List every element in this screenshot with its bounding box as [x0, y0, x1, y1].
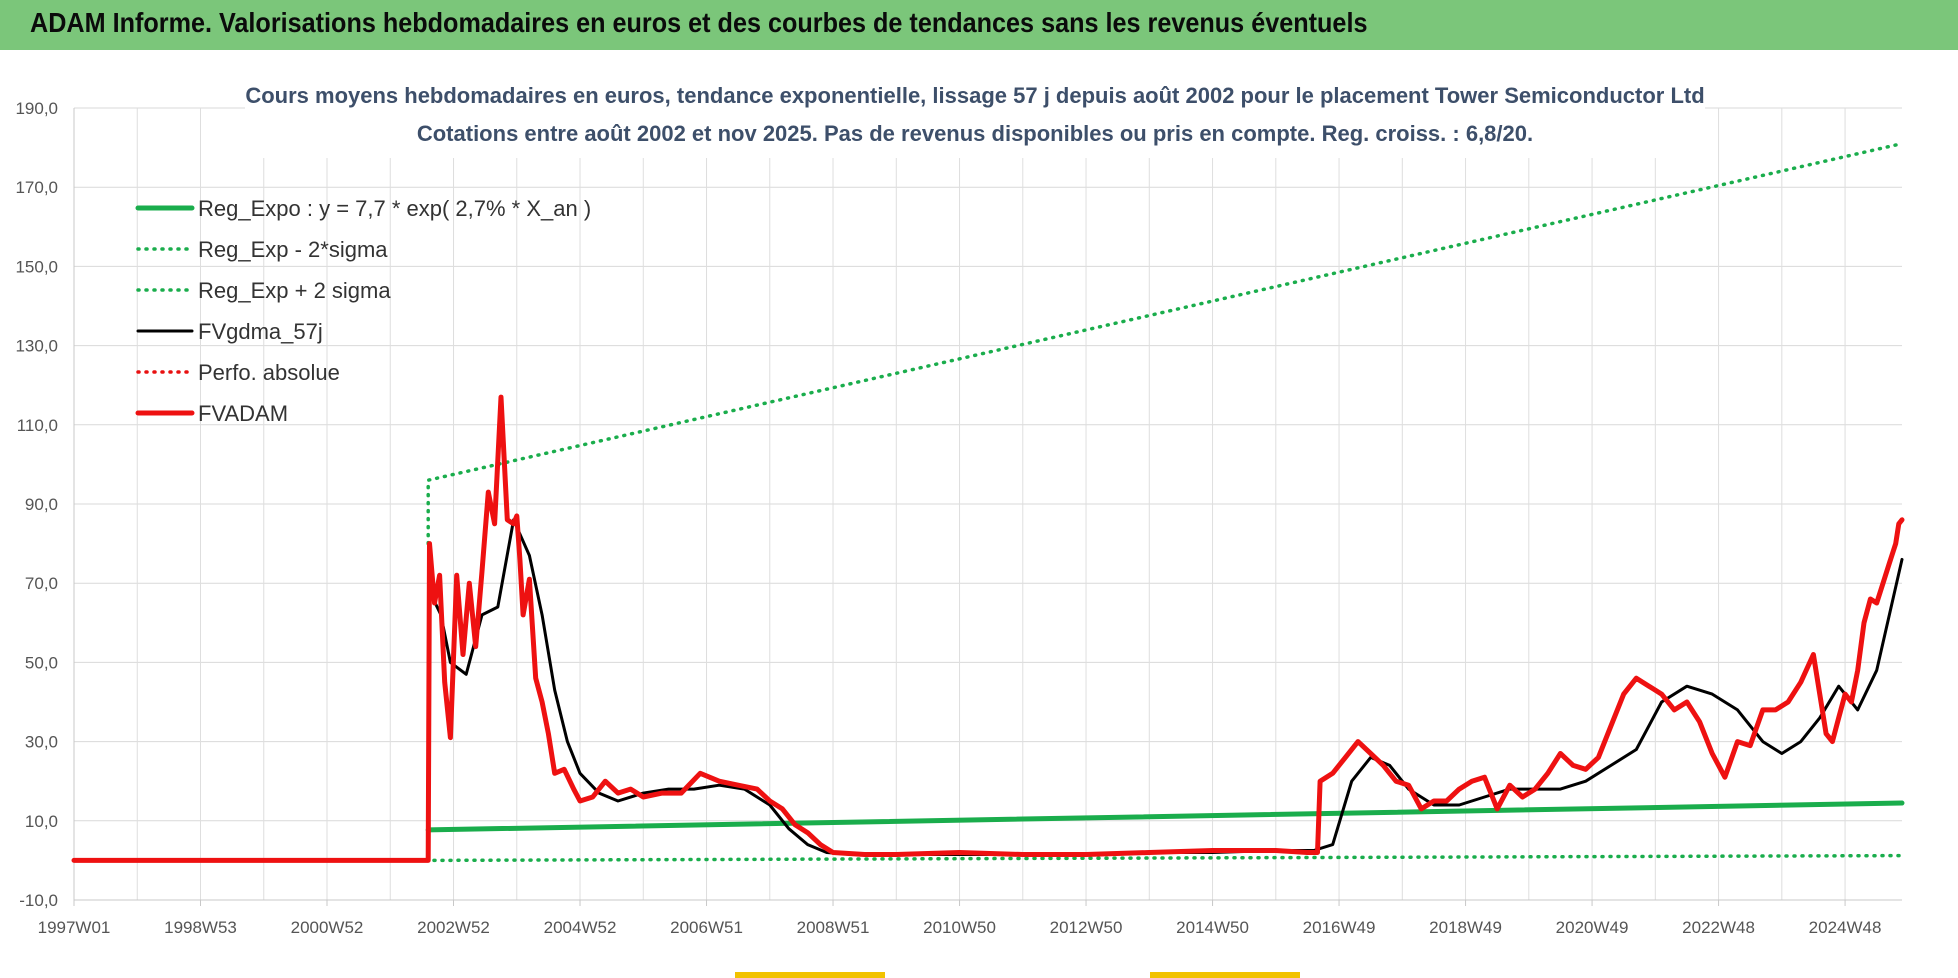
- y-tick-label: 70,0: [25, 574, 58, 593]
- x-axis-ticks: 1997W01 1998W53 2000W52 2002W52 2004W52 2006W…: [38, 900, 1882, 937]
- series-layer: [71, 141, 1905, 863]
- chart-title-line2: Cotations entre août 2002 et nov 2025. P…: [417, 121, 1533, 146]
- y-tick-label: 170,0: [15, 178, 58, 197]
- legend-label: FVgdma_57j: [198, 319, 323, 344]
- y-tick-label: 30,0: [25, 733, 58, 752]
- series-line-0: [425, 800, 1905, 833]
- legend-label: Reg_Exp + 2 sigma: [198, 278, 391, 303]
- x-tick-label: 2022W48: [1682, 918, 1755, 937]
- y-tick-label: 90,0: [25, 495, 58, 514]
- y-tick-label: 150,0: [15, 257, 58, 276]
- legend-label: Reg_Exp - 2*sigma: [198, 237, 388, 262]
- y-tick-label: 50,0: [25, 653, 58, 672]
- bottom-mark-1: [735, 972, 885, 978]
- y-tick-label: 10,0: [25, 812, 58, 831]
- title-backdrop: [245, 80, 1705, 158]
- y-axis-ticks: -10,0 10,0 30,0 50,0 70,0 90,0 110,0 130,0 150,0…: [15, 99, 58, 910]
- series-line-2: [426, 141, 1904, 546]
- y-tick-label: 110,0: [17, 416, 58, 435]
- x-tick-label: 2010W50: [923, 918, 996, 937]
- page-title: ADAM Informe. Valorisations hebdomadaire…: [30, 7, 1368, 38]
- legend-label: Reg_Expo : y = 7,7 * exp( 2,7% * X_an ): [198, 196, 591, 221]
- x-tick-label: 2024W48: [1809, 918, 1882, 937]
- x-tick-label: 2018W49: [1429, 918, 1502, 937]
- x-tick-label: 2002W52: [417, 918, 490, 937]
- legend: Reg_Expo : y = 7,7 * exp( 2,7% * X_an ) R…: [135, 196, 591, 426]
- y-tick-label: 190,0: [15, 99, 58, 118]
- y-tick-label: -10,0: [19, 891, 58, 910]
- legend-label: Perfo. absolue: [198, 360, 340, 385]
- x-tick-label: 2016W49: [1303, 918, 1376, 937]
- series-line-5: [71, 394, 1905, 863]
- grid: [73, 107, 1902, 901]
- x-tick-label: 2014W50: [1176, 918, 1249, 937]
- bottom-mark-2: [1150, 972, 1300, 978]
- x-tick-label: 2006W51: [670, 918, 743, 937]
- x-tick-label: 1997W01: [38, 918, 111, 937]
- header-bar: ADAM Informe. Valorisations hebdomadaire…: [0, 0, 1958, 51]
- x-tick-label: 2012W50: [1050, 918, 1123, 937]
- chart-title-line1: Cours moyens hebdomadaires en euros, ten…: [245, 83, 1704, 108]
- y-tick-label: 130,0: [15, 337, 58, 356]
- x-tick-label: 1998W53: [164, 918, 237, 937]
- x-tick-label: 2004W52: [544, 918, 617, 937]
- legend-label: FVADAM: [198, 401, 288, 426]
- x-tick-label: 2000W52: [291, 918, 364, 937]
- x-tick-label: 2020W49: [1556, 918, 1629, 937]
- x-tick-label: 2008W51: [797, 918, 870, 937]
